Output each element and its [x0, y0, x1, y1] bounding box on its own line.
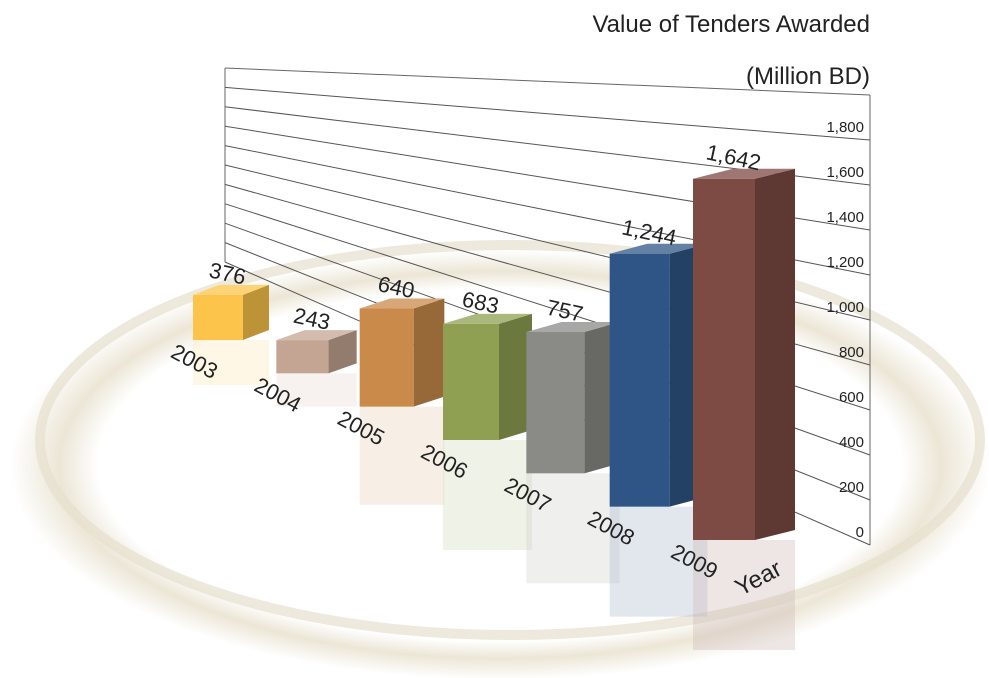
y-tick-label: 0 — [856, 524, 864, 541]
bar-side — [499, 313, 532, 440]
y-tick-label: 600 — [839, 389, 864, 406]
y-tick-label: 800 — [839, 344, 864, 361]
bar-top — [609, 243, 708, 254]
y-tick-label: 200 — [839, 479, 864, 496]
bar — [693, 178, 755, 540]
value-label: 1,642 — [704, 139, 763, 175]
bar-reflection — [526, 473, 620, 584]
bar — [276, 340, 329, 374]
bar-reflection — [693, 540, 795, 650]
bar-side — [243, 284, 269, 340]
y-tick-label: 1,400 — [826, 209, 864, 226]
bar-top — [193, 284, 269, 295]
bar-reflection — [193, 340, 269, 386]
y-tick-label: 1,600 — [826, 164, 864, 181]
bar-top — [443, 313, 532, 324]
y-tick-label: 1,200 — [826, 254, 864, 271]
bar-side — [328, 330, 357, 374]
chart-title: Value of Tenders Awarded — [592, 11, 870, 38]
bar-top — [693, 168, 795, 179]
chart-subtitle: (Million BD) — [746, 63, 870, 90]
y-tick-label: 1,800 — [826, 119, 864, 136]
bar-reflection — [276, 373, 357, 407]
bar-reflection — [443, 440, 532, 550]
bar-reflection — [359, 406, 445, 505]
bars: 376200324320046402005683200675720071,244… — [167, 139, 795, 650]
top-edge — [224, 67, 871, 96]
y-tick-label: 400 — [839, 434, 864, 451]
bar-side — [755, 168, 795, 540]
value-label: 1,244 — [620, 214, 679, 250]
bar — [443, 323, 499, 440]
background-ring — [35, 240, 985, 640]
bar-top — [276, 330, 357, 341]
bar-reflection — [609, 506, 708, 617]
bar — [609, 253, 670, 507]
bar — [526, 332, 585, 474]
bar — [193, 294, 243, 340]
bar-side — [413, 298, 445, 407]
bar-top — [526, 322, 620, 333]
y-tick-label: 1,000 — [826, 299, 864, 316]
bar — [359, 308, 414, 407]
grid-line — [224, 86, 871, 141]
bar-top — [359, 298, 445, 309]
